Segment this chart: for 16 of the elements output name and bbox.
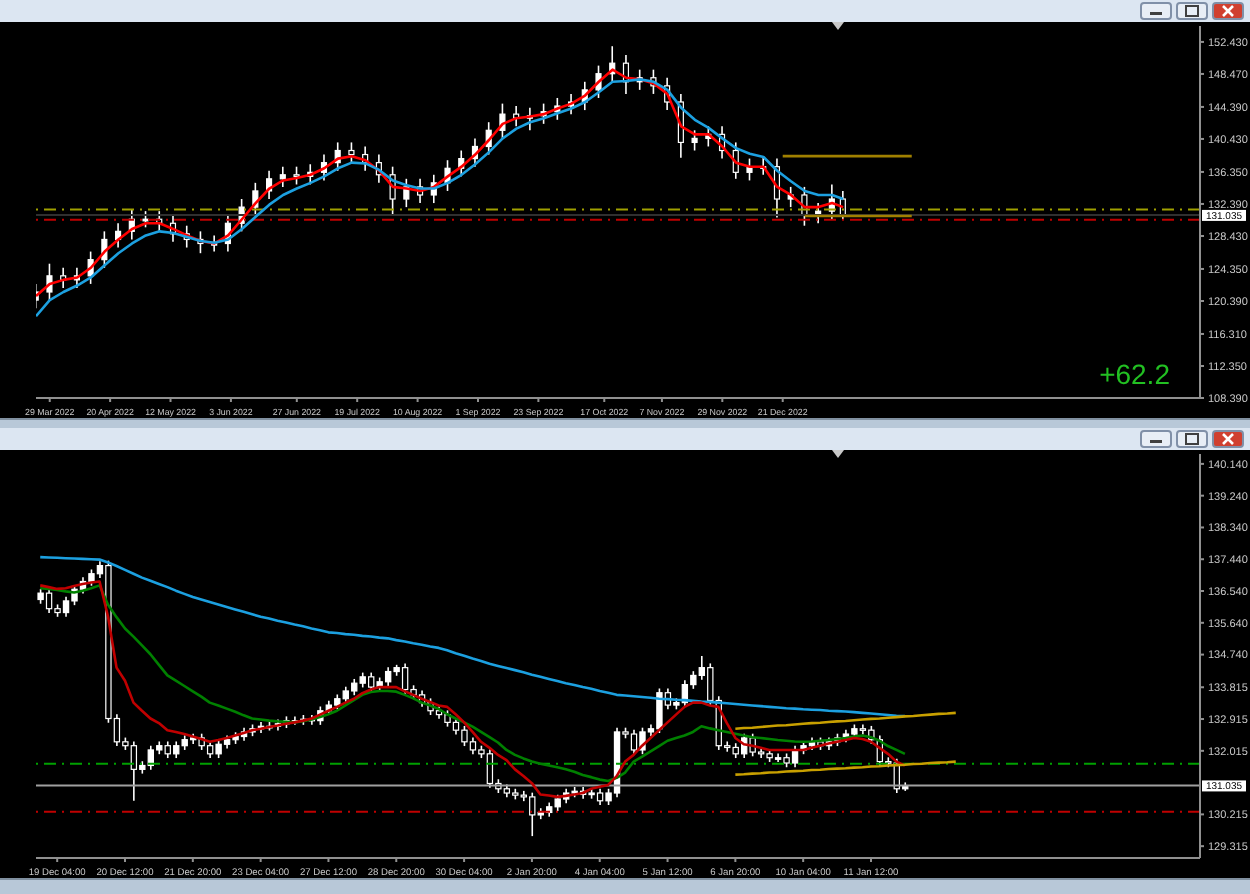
candlestick <box>215 739 222 759</box>
candlestick <box>348 141 355 164</box>
candlestick <box>461 725 468 747</box>
annotation: +62.2 <box>1099 358 1170 390</box>
candlestick <box>130 740 138 802</box>
candlestick <box>384 666 392 687</box>
candlestick <box>630 729 638 755</box>
candlestick <box>401 662 409 695</box>
candlestick <box>746 157 753 182</box>
candlestick <box>279 165 286 188</box>
line-series <box>734 711 958 731</box>
candlestick <box>656 687 663 734</box>
candlestick <box>45 588 53 614</box>
candlestick <box>529 791 536 837</box>
candlestick <box>62 595 70 618</box>
candlestick <box>691 129 698 152</box>
